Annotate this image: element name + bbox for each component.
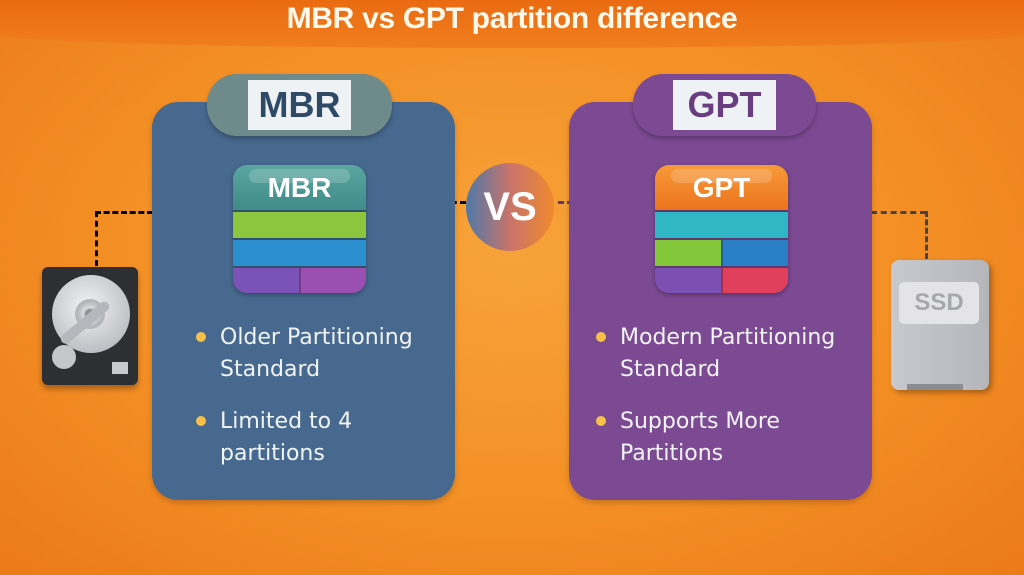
- list-item: Supports More Partitions: [596, 406, 816, 470]
- ssd-connector: [871, 211, 926, 214]
- bullet-dot-icon: [596, 416, 606, 426]
- list-item: Modern Partitioning Standard: [596, 322, 866, 386]
- mbr-disk-label: MBR: [233, 165, 366, 210]
- list-item: Older Partitioning Standard: [196, 322, 436, 386]
- gpt-tab: GPT: [633, 74, 816, 136]
- partition-row: [655, 238, 788, 266]
- partition-row: [233, 238, 366, 266]
- partition-segment: [655, 212, 788, 238]
- hdd-connector: [95, 211, 98, 266]
- partition-row: [655, 266, 788, 293]
- partition-segment: [720, 268, 788, 293]
- bullet-dot-icon: [596, 332, 606, 342]
- pivot-icon: [52, 345, 76, 369]
- ssd-connector: [925, 211, 928, 259]
- partition-segment: [720, 240, 788, 266]
- vs-badge: VS: [466, 163, 554, 251]
- mbr-tab-label: MBR: [248, 80, 351, 130]
- bullet-dot-icon: [196, 332, 206, 342]
- gpt-disk-label: GPT: [655, 165, 788, 210]
- list-item: Limited to 4 partitions: [196, 406, 396, 470]
- partition-segment: [233, 268, 299, 293]
- partition-row: [233, 266, 366, 293]
- partition-segment: [298, 268, 366, 293]
- partition-row: [233, 210, 366, 238]
- gpt-tab-label: GPT: [673, 80, 776, 130]
- partition-segment: [233, 212, 366, 238]
- hard-disk-drive-icon: [42, 267, 138, 385]
- gpt-bullet-list: Modern Partitioning Standard Supports Mo…: [596, 322, 866, 490]
- partition-segment: [233, 240, 366, 266]
- partition-segment: [655, 240, 721, 266]
- hdd-connector: [95, 211, 153, 214]
- title-band: [0, 0, 1024, 48]
- partition-row: [655, 210, 788, 238]
- mbr-bullet-list: Older Partitioning Standard Limited to 4…: [196, 322, 436, 490]
- mbr-tab: MBR: [207, 74, 392, 136]
- page-title: MBR vs GPT partition difference: [286, 2, 738, 35]
- ssd-label: SSD: [899, 282, 979, 324]
- ssd-port-icon: [907, 384, 963, 390]
- bullet-dot-icon: [196, 416, 206, 426]
- gpt-partition-icon: GPT: [655, 165, 788, 293]
- connector-chip-icon: [112, 362, 128, 374]
- ssd-icon: SSD: [891, 260, 989, 390]
- mbr-partition-icon: MBR: [233, 165, 366, 293]
- partition-segment: [655, 268, 721, 293]
